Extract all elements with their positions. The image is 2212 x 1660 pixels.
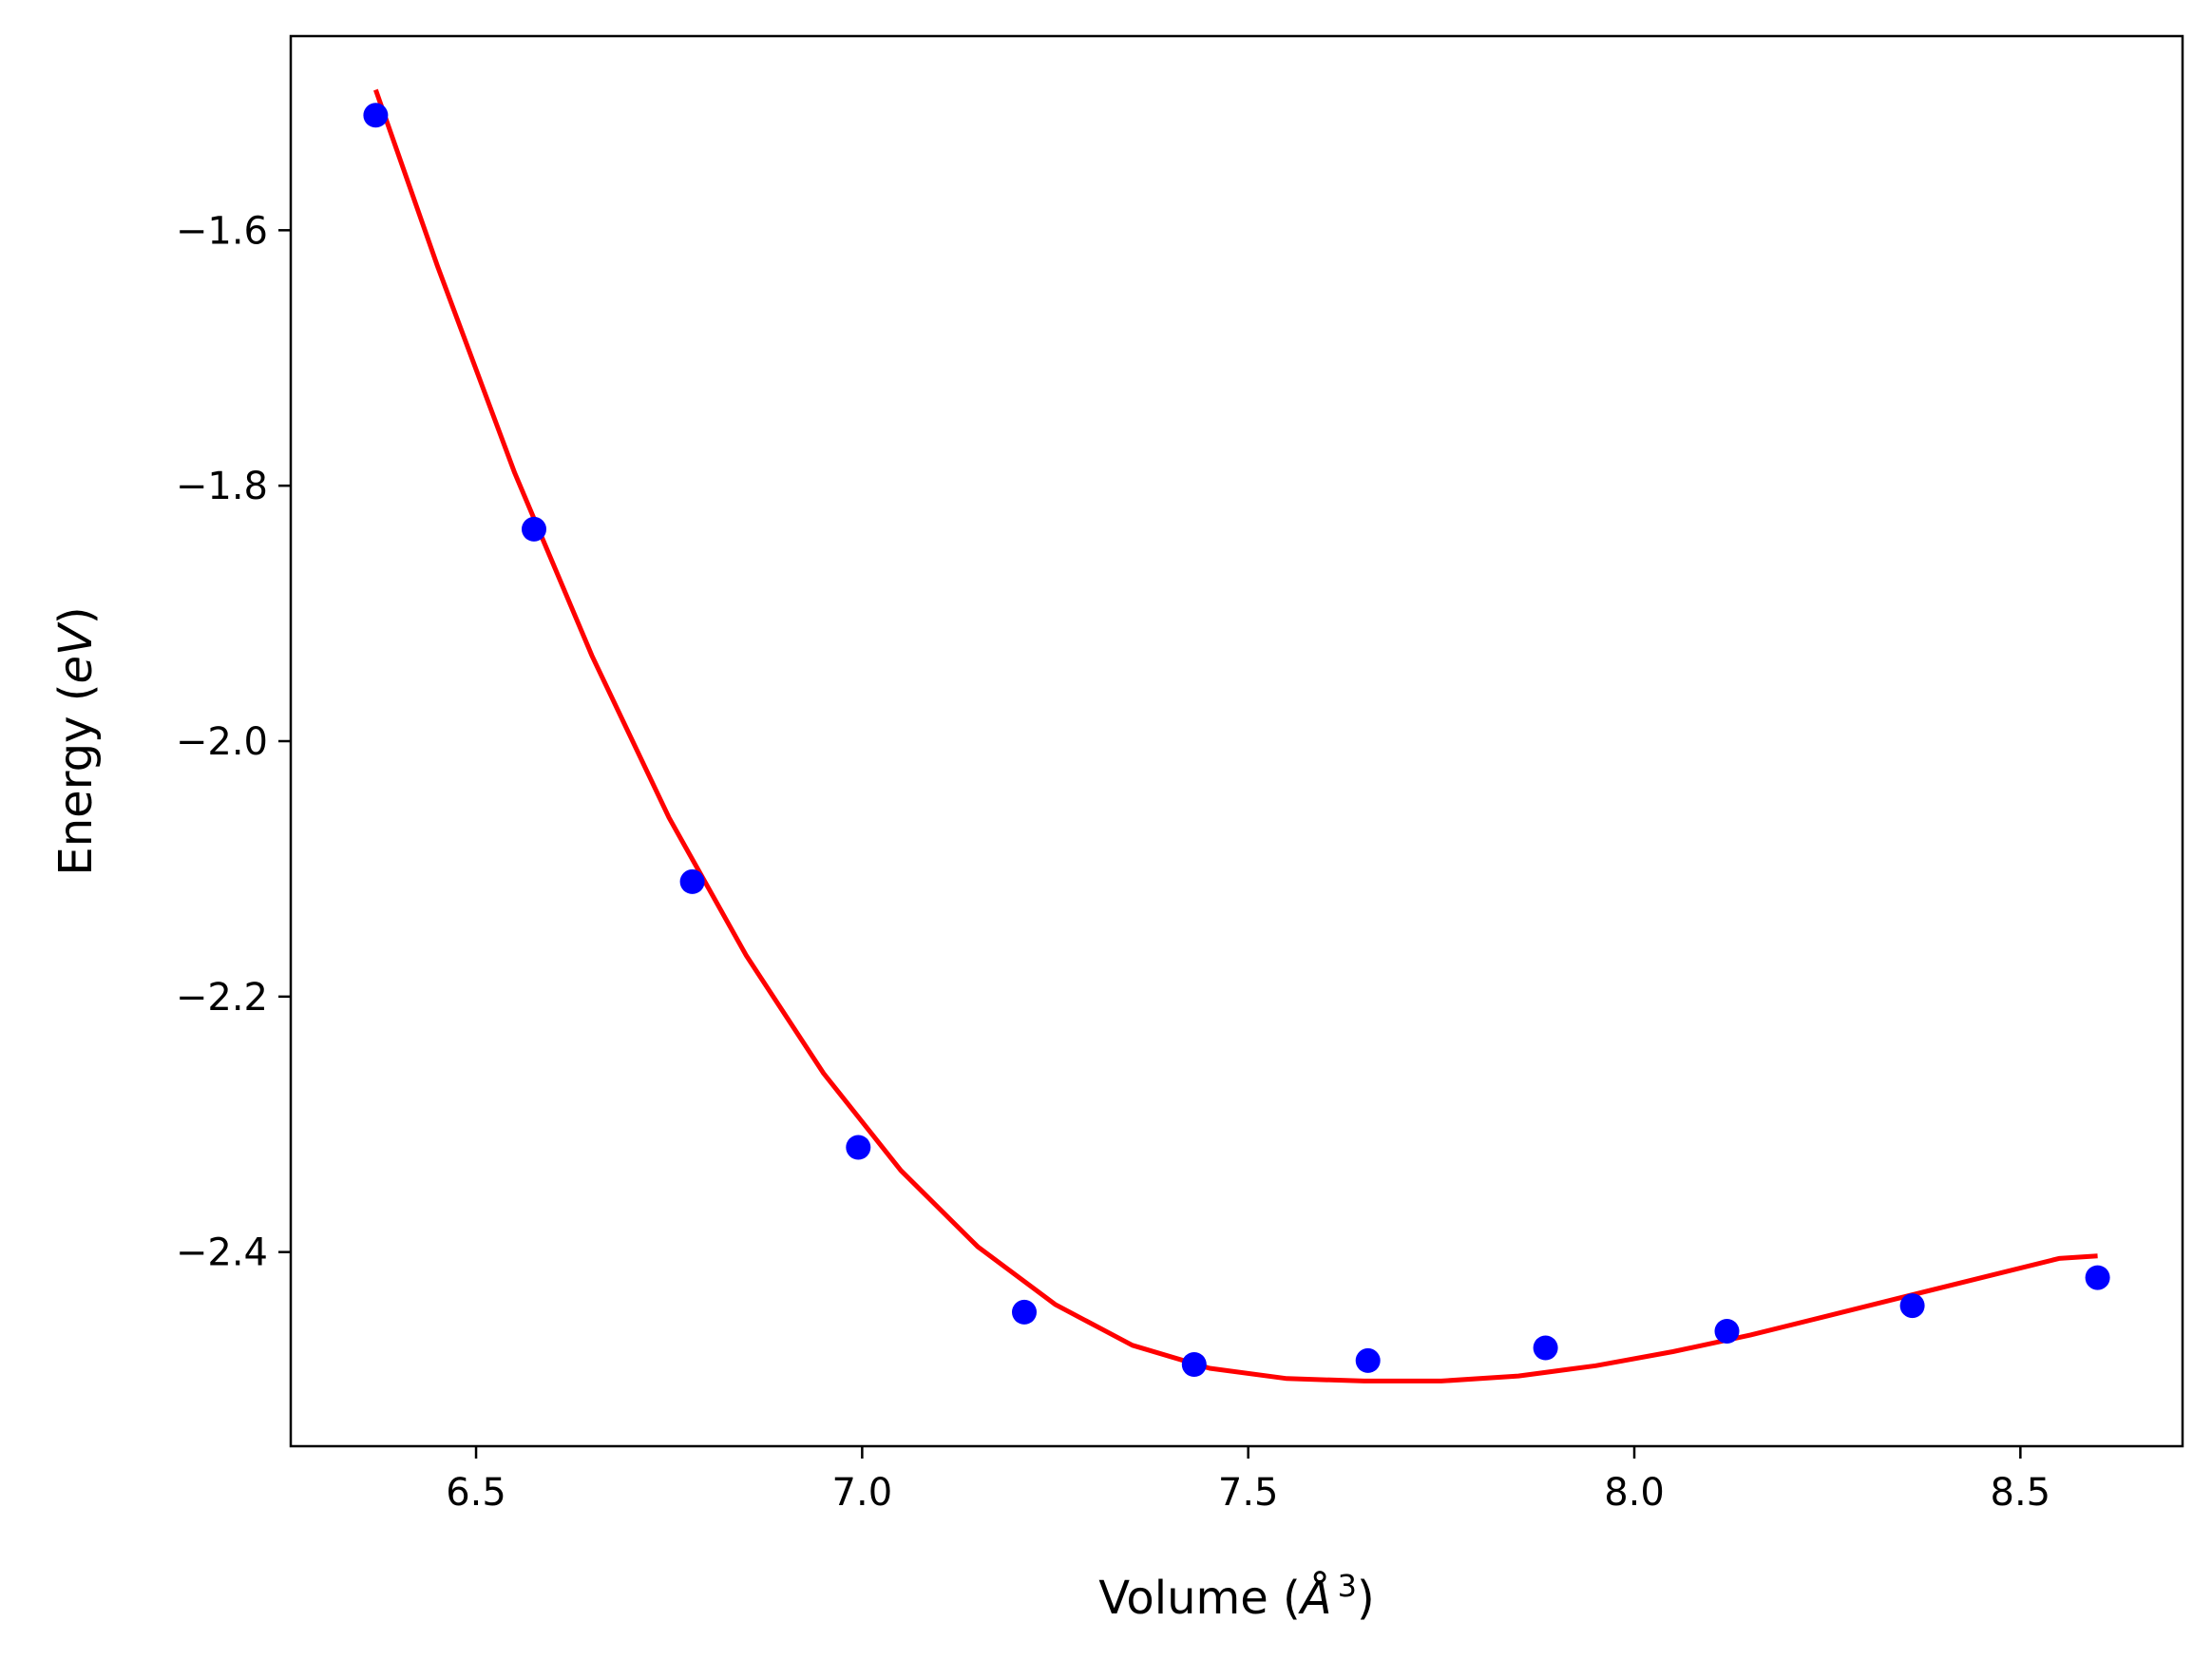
x-axis-label-exponent: 3 <box>1338 1568 1357 1604</box>
series-layer <box>363 88 2110 1383</box>
data-point <box>1899 1293 1925 1319</box>
x-axis: 6.5 7.0 7.5 8.0 8.5 <box>446 1446 2050 1515</box>
y-axis-label-suffix: ) <box>49 606 103 624</box>
y-tick-label: −2.0 <box>176 720 268 764</box>
y-axis-label-symbol: eV <box>49 621 103 684</box>
data-point <box>363 103 389 128</box>
y-tick-label: −1.8 <box>176 465 268 508</box>
y-axis-label: Energy (eV) <box>49 606 103 875</box>
x-tick-label: 6.5 <box>446 1471 506 1515</box>
x-tick-label: 7.5 <box>1218 1471 1279 1515</box>
fit-curve-line <box>373 88 2098 1383</box>
x-axis-label-suffix: ) <box>1357 1572 1375 1625</box>
data-point <box>522 516 546 542</box>
data-point <box>2085 1265 2110 1290</box>
data-point <box>679 868 705 894</box>
y-tick-label: −1.6 <box>176 209 268 253</box>
data-point <box>1355 1347 1381 1373</box>
y-tick-label: −2.2 <box>176 976 268 1020</box>
y-axis: −1.6 −1.8 −2.0 −2.2 −2.4 <box>176 209 291 1275</box>
x-tick-label: 8.5 <box>1991 1471 2051 1515</box>
data-point <box>1181 1352 1207 1377</box>
data-point <box>1533 1335 1558 1361</box>
x-axis-label-prefix: Volume ( <box>1098 1572 1301 1625</box>
y-axis-label-prefix: Energy ( <box>49 684 103 876</box>
plot-area <box>363 88 2110 1383</box>
x-tick-label: 7.0 <box>832 1471 893 1515</box>
data-point <box>1012 1299 1037 1325</box>
x-tick-label: 8.0 <box>1604 1471 1665 1515</box>
x-axis-label: Volume (Å 3) <box>1098 1568 1374 1625</box>
y-tick-label: −2.4 <box>176 1231 268 1275</box>
data-point <box>846 1135 871 1160</box>
data-point <box>1714 1319 1740 1344</box>
x-axis-label-symbol: Å <box>1298 1571 1332 1625</box>
